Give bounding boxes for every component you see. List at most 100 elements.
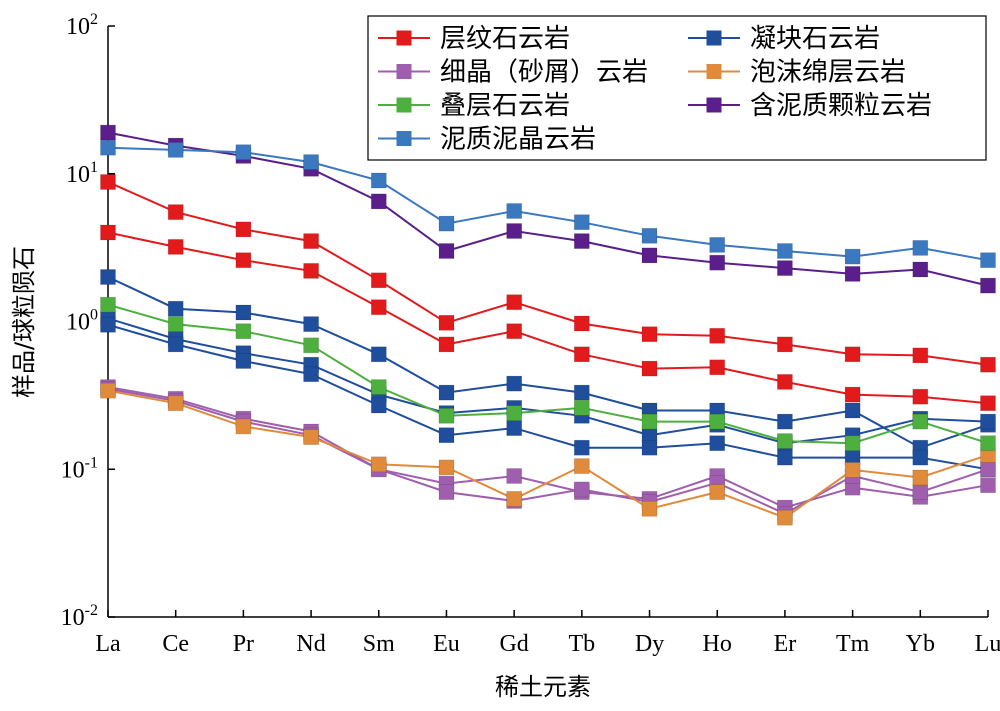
x-tick-label: La [95, 631, 121, 657]
data-point [100, 382, 116, 399]
data-point [303, 316, 320, 333]
data-point [641, 500, 658, 517]
legend-label: 层纹石云岩 [440, 24, 570, 54]
data-point [506, 223, 523, 239]
data-point [167, 141, 184, 158]
series-line [107, 323, 989, 471]
data-point [167, 316, 184, 333]
legend-item: 细晶（砂屑）云岩 [378, 58, 648, 88]
data-point [303, 154, 320, 171]
data-point [777, 449, 793, 466]
legend-item: 含泥质颗粒云岩 [688, 91, 932, 121]
data-point [912, 469, 929, 486]
legend-marker [706, 97, 722, 113]
data-point [573, 315, 590, 332]
data-point [777, 260, 793, 277]
data-point [438, 427, 455, 444]
data-point [641, 247, 658, 264]
series [100, 174, 996, 373]
data-point [506, 420, 523, 437]
data-point [303, 337, 320, 354]
data-point [235, 418, 252, 435]
x-tick-label: Sm [363, 631, 395, 657]
legend-marker [706, 30, 722, 46]
data-point [506, 468, 523, 484]
legend-label: 细晶（砂屑）云岩 [440, 58, 648, 88]
data-point [167, 300, 184, 317]
data-point [844, 248, 861, 265]
data-point [100, 269, 116, 285]
data-point [912, 239, 929, 256]
y-axis-label: 样品/球粒陨石 [10, 246, 38, 398]
data-point [709, 236, 726, 253]
series-line [107, 387, 989, 515]
data-point [709, 327, 726, 344]
series [100, 139, 996, 269]
x-tick-label: Nd [296, 631, 325, 657]
data-point [641, 413, 658, 430]
y-tick-label: 102 [66, 11, 98, 40]
series-line [107, 231, 989, 405]
data-point [235, 353, 252, 369]
data-point [980, 252, 996, 269]
legend-label: 泥质泥晶云岩 [440, 125, 596, 155]
y-tick-label: 101 [66, 159, 98, 188]
x-tick-label: Tm [836, 631, 870, 657]
x-tick-label: Pr [233, 631, 254, 657]
data-point [912, 413, 929, 430]
data-point [438, 407, 455, 424]
data-point [709, 254, 726, 271]
series [100, 316, 996, 478]
data-point [506, 323, 523, 340]
x-axis-label: 稀土元素 [495, 673, 591, 701]
y-tick-label: 100 [66, 307, 98, 336]
data-point [167, 204, 184, 221]
data-point [980, 413, 996, 430]
data-point [370, 379, 387, 396]
legend-marker [396, 131, 412, 146]
data-point [506, 405, 523, 422]
data-point [167, 336, 184, 353]
data-point [844, 402, 861, 419]
series-line [107, 317, 989, 445]
data-point [235, 144, 252, 161]
data-point [100, 139, 116, 156]
legend-marker [396, 30, 412, 46]
legend-label: 凝块石云岩 [750, 24, 880, 54]
data-point [912, 484, 929, 501]
data-point [573, 346, 590, 363]
data-point [506, 490, 523, 507]
data-point [303, 262, 320, 279]
data-point [370, 272, 387, 289]
data-point [709, 359, 726, 376]
data-point [980, 277, 996, 294]
data-point [777, 433, 793, 450]
data-point [573, 214, 590, 231]
x-tick-label: Er [774, 631, 797, 657]
legend-item: 层纹石云岩 [378, 24, 570, 54]
data-point [235, 221, 252, 238]
data-point [167, 395, 184, 412]
data-point [844, 435, 861, 452]
data-point [573, 384, 590, 401]
data-point [777, 373, 793, 390]
x-tick-label: Gd [499, 631, 528, 657]
data-point [641, 326, 658, 343]
data-point [573, 233, 590, 250]
data-point [844, 461, 861, 478]
legend-item: 凝块石云岩 [688, 24, 880, 54]
data-point [506, 294, 523, 311]
data-point [980, 395, 996, 412]
legend-marker [706, 64, 722, 79]
data-point [235, 323, 252, 340]
series [100, 382, 996, 526]
data-point [100, 224, 116, 241]
x-tick-label: Dy [635, 631, 664, 657]
data-point [370, 346, 387, 363]
x-tick-label: Ce [162, 631, 189, 657]
series-line [107, 303, 989, 445]
data-point [438, 314, 455, 331]
data-point [844, 386, 861, 403]
series-line [107, 181, 989, 366]
